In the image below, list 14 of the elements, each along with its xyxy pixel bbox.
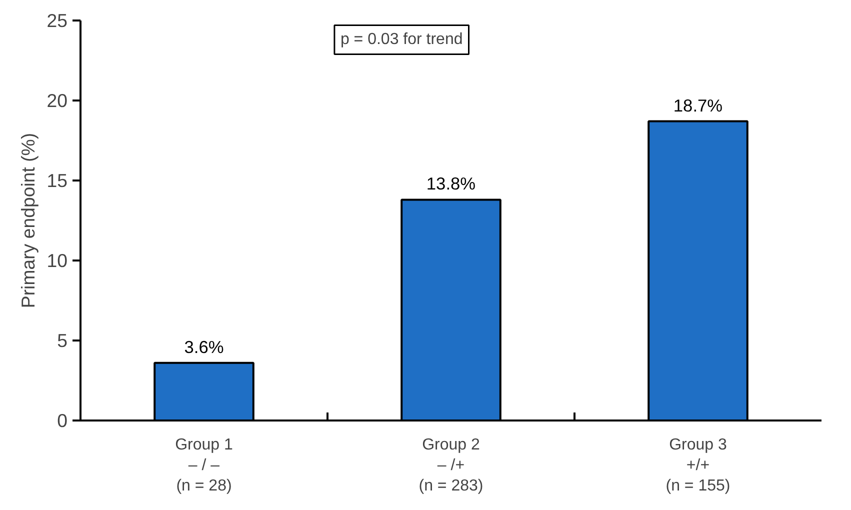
y-tick-label: 15 [46,170,68,191]
data-label: 18.7% [673,95,723,116]
y-tick-label: 25 [46,10,68,31]
data-label: 13.8% [426,174,476,194]
x-tick-label: Group 2 – /+ (n = 283) [418,436,484,494]
y-axis-title: Primary endpoint (%) [18,132,39,308]
y-tick-label: 0 [57,410,68,431]
y-tick-label: 10 [46,250,68,271]
x-tick-label: Group 1 – / – (n = 28) [175,436,234,494]
x-tick-label: Group 3 +/+ (n = 155) [666,436,730,494]
y-tick-label: 5 [57,330,68,351]
data-label: 3.6% [184,336,224,357]
annotation: p = 0.03 for trend [340,31,463,48]
y-tick-label: 20 [46,90,68,111]
